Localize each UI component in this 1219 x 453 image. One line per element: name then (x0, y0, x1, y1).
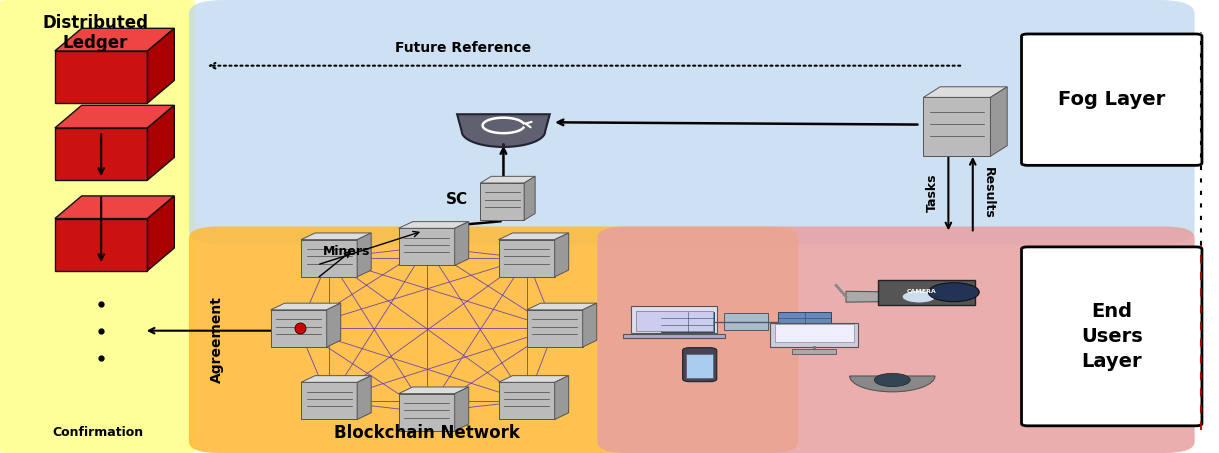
Polygon shape (457, 114, 550, 147)
Polygon shape (846, 291, 913, 302)
FancyBboxPatch shape (792, 349, 836, 354)
Polygon shape (499, 233, 568, 240)
FancyBboxPatch shape (499, 382, 555, 419)
FancyBboxPatch shape (1022, 34, 1202, 165)
Text: Confirmation: Confirmation (52, 426, 143, 439)
Polygon shape (55, 218, 147, 270)
Text: Tasks: Tasks (926, 173, 939, 212)
FancyBboxPatch shape (631, 306, 717, 333)
FancyBboxPatch shape (499, 240, 555, 277)
Polygon shape (271, 303, 340, 310)
Text: End
Users
Layer: End Users Layer (1081, 302, 1142, 371)
FancyBboxPatch shape (527, 310, 583, 347)
Polygon shape (147, 28, 174, 103)
Polygon shape (399, 387, 468, 394)
Polygon shape (55, 51, 147, 103)
Polygon shape (661, 312, 714, 332)
FancyBboxPatch shape (770, 323, 858, 347)
FancyBboxPatch shape (775, 323, 853, 342)
Text: Blockchain Network: Blockchain Network (334, 424, 519, 442)
FancyBboxPatch shape (597, 226, 1195, 453)
Polygon shape (499, 376, 568, 382)
Text: Results: Results (983, 167, 995, 218)
Polygon shape (555, 233, 568, 277)
Polygon shape (357, 376, 371, 419)
FancyBboxPatch shape (301, 382, 357, 419)
Polygon shape (55, 196, 174, 218)
FancyBboxPatch shape (724, 313, 768, 330)
Circle shape (929, 283, 979, 302)
Polygon shape (924, 87, 1007, 97)
Polygon shape (527, 303, 597, 310)
FancyBboxPatch shape (623, 334, 725, 338)
Circle shape (902, 290, 936, 303)
FancyBboxPatch shape (635, 311, 712, 331)
Polygon shape (778, 312, 831, 332)
FancyBboxPatch shape (189, 0, 1195, 245)
Text: Miners: Miners (323, 245, 371, 258)
Polygon shape (147, 196, 174, 270)
Polygon shape (524, 176, 535, 220)
FancyBboxPatch shape (1022, 247, 1202, 426)
Polygon shape (55, 28, 174, 51)
Circle shape (874, 373, 911, 386)
FancyBboxPatch shape (686, 354, 713, 378)
FancyBboxPatch shape (301, 240, 357, 277)
Polygon shape (147, 105, 174, 180)
Polygon shape (301, 233, 371, 240)
Polygon shape (455, 222, 468, 265)
Text: SC: SC (446, 192, 468, 207)
Text: Distributed
Ledger: Distributed Ledger (43, 14, 147, 52)
Text: Agreement: Agreement (210, 296, 224, 383)
FancyBboxPatch shape (399, 394, 455, 431)
FancyBboxPatch shape (0, 0, 195, 453)
Polygon shape (357, 233, 371, 277)
Polygon shape (583, 303, 597, 347)
FancyBboxPatch shape (480, 183, 524, 220)
FancyBboxPatch shape (189, 226, 798, 453)
FancyBboxPatch shape (924, 97, 990, 156)
Polygon shape (55, 105, 174, 128)
Polygon shape (327, 303, 340, 347)
FancyBboxPatch shape (683, 348, 717, 381)
Polygon shape (455, 387, 468, 431)
Polygon shape (990, 87, 1007, 156)
Polygon shape (301, 376, 371, 382)
Polygon shape (480, 176, 535, 183)
Polygon shape (555, 376, 568, 419)
Text: Future Reference: Future Reference (395, 41, 531, 54)
FancyBboxPatch shape (878, 280, 975, 305)
Polygon shape (399, 222, 468, 228)
Text: CAMERA: CAMERA (907, 289, 936, 294)
Wedge shape (850, 376, 935, 392)
Polygon shape (55, 128, 147, 180)
FancyBboxPatch shape (271, 310, 327, 347)
FancyBboxPatch shape (399, 228, 455, 265)
Text: Fog Layer: Fog Layer (1058, 90, 1165, 109)
